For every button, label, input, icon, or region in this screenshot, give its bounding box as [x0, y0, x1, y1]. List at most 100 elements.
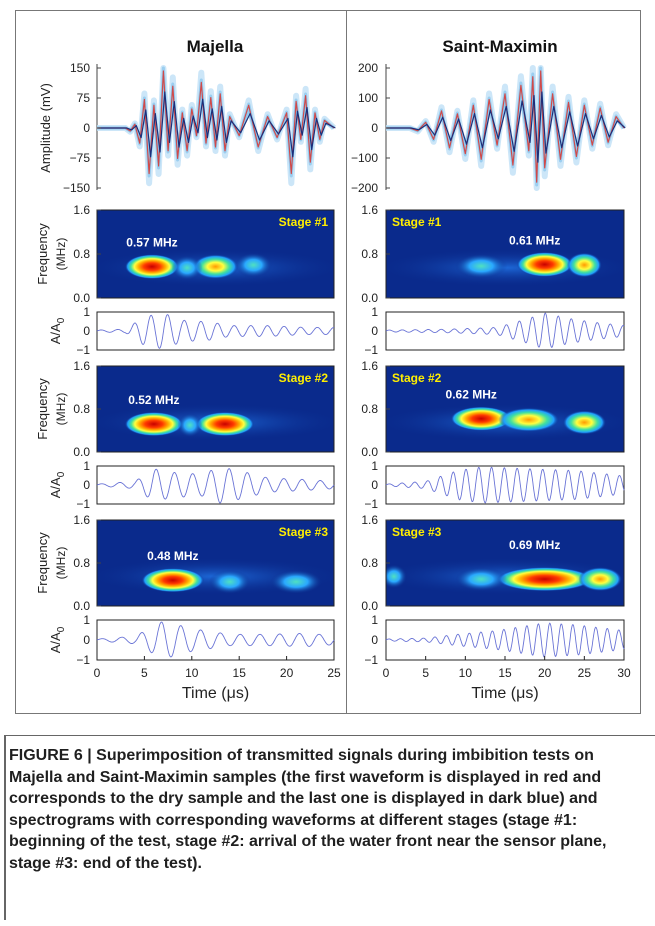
majella-stage3-ylabel-unit: (MHz) [54, 547, 68, 580]
saint-maximin-amplitude-band-line [386, 65, 627, 191]
saint-maximin-stage3-blob [386, 564, 408, 589]
saint-maximin-amplitude-last-waveform [387, 91, 626, 163]
saint-maximin-stage1-ytick: 0.0 [361, 291, 378, 305]
majella-stage3-ylabel: Frequency [35, 532, 50, 594]
saint-maximin-stage1-wave-trace [385, 312, 625, 348]
majella-stage3-wave-xtick: 25 [327, 666, 341, 680]
majella-stage2-peak-label: 0.52 MHz [128, 393, 179, 407]
majella-stage1-wave-ylabel-text: A/A0 [48, 317, 67, 344]
saint-maximin-stage2-blob [450, 406, 512, 431]
saint-maximin-stage1-ytick: 0.8 [361, 247, 378, 261]
majella-stage3-wave-ylabel-text: A/A0 [48, 626, 67, 653]
majella-stage3-stage-label: Stage #3 [279, 525, 329, 539]
majella-title: Majella [187, 37, 244, 56]
majella-stage3-wave-ytick: −1 [76, 653, 90, 667]
majella-stage3-blob [270, 569, 323, 594]
majella-stage3-wave-xtick: 5 [141, 666, 148, 680]
majella-stage3-ytick: 0.0 [73, 599, 90, 613]
saint-maximin-stage1-wave-ytick: 1 [371, 305, 378, 319]
caption-rule [4, 735, 655, 736]
majella-stage1-blob [234, 252, 273, 278]
majella-stage3-blob [141, 568, 205, 593]
saint-maximin-stage3-ytick: 1.6 [361, 513, 378, 527]
saint-maximin-stage3-wave-xtick: 15 [498, 666, 512, 680]
saint-maximin-stage3-wave-xtick: 5 [422, 666, 429, 680]
saint-maximin-stage1-heatmap [386, 210, 624, 298]
saint-maximin-amplitude-band-line [386, 66, 626, 187]
majella-stage1-blob [171, 255, 203, 281]
majella-stage3-wave-ytick: 0 [83, 633, 90, 647]
majella-stage3-wave-xtick: 10 [185, 666, 199, 680]
majella-stage1-blob [192, 254, 239, 279]
majella-stage2-ytick: 1.6 [73, 359, 90, 373]
saint-maximin-amplitude-band-line [386, 84, 626, 170]
majella-amplitude-last-waveform [98, 91, 336, 158]
saint-maximin-stage1-blob [455, 253, 508, 279]
saint-maximin-stage3-wave-xtick: 30 [617, 666, 631, 680]
saint-maximin-stage3-ytick: 0.0 [361, 599, 378, 613]
majella-stage3-ytick: 1.6 [73, 513, 90, 527]
majella-amplitude-ytick: 75 [77, 91, 91, 105]
majella-stage1-ytick: 1.6 [73, 203, 90, 217]
saint-maximin-stage3-heatmap [386, 520, 624, 606]
saint-maximin-stage2-ytick: 1.6 [361, 359, 378, 373]
majella-stage2-blob [177, 413, 203, 438]
majella-stage2-wave-trace [96, 468, 335, 504]
saint-maximin-stage3-peak-label: 0.69 MHz [509, 538, 560, 552]
majella-amplitude-ytick: 150 [70, 61, 90, 75]
saint-maximin-stage2-ytick: 0.0 [361, 445, 378, 459]
saint-maximin-stage1-blob [566, 252, 602, 278]
majella-stage3-wave-xtick: 0 [94, 666, 101, 680]
majella-stage1-wave-ytick: 0 [83, 324, 90, 338]
majella-amplitude-ylabel: Amplitude (mV) [38, 83, 53, 173]
majella-stage2-ytick: 0.0 [73, 445, 90, 459]
saint-maximin-amplitude-ytick: 200 [358, 61, 378, 75]
saint-maximin-amplitude-first-waveform [386, 70, 625, 183]
saint-maximin-stage1-peak-label: 0.61 MHz [509, 233, 560, 247]
majella-amplitude-ytick: 0 [83, 121, 90, 135]
majella-stage2-wave-ytick: −1 [76, 497, 90, 511]
saint-maximin-stage2-wave-ytick: −1 [364, 497, 378, 511]
figure-frame [15, 10, 641, 714]
majella-stage2-wave-ytick: 1 [83, 459, 90, 473]
saint-maximin-stage2-blob [562, 410, 607, 435]
saint-maximin-title: Saint-Maximin [442, 37, 557, 56]
saint-maximin-stage3-wave-xtick: 20 [538, 666, 552, 680]
majella-amplitude-ytick: −150 [63, 181, 90, 195]
saint-maximin-stage1-blob [516, 252, 573, 277]
majella-stage1-wave-ytick: 1 [83, 305, 90, 319]
saint-maximin-stage3-wave-xtick: 0 [383, 666, 390, 680]
majella-stage2-blob [124, 412, 184, 437]
majella-stage1-ylabel-unit: (MHz) [54, 238, 68, 271]
saint-maximin-amplitude-ytick: −200 [351, 181, 378, 195]
majella-amplitude-ytick: −75 [70, 151, 91, 165]
saint-maximin-stage2-wave-ytick: 1 [371, 459, 378, 473]
majella-stage2-stage-label: Stage #2 [279, 371, 329, 385]
saint-maximin-stage3-wave-xlabel: Time (μs) [471, 685, 538, 702]
majella-stage2-ylabel: Frequency [35, 378, 50, 440]
saint-maximin-stage2-blob [498, 407, 560, 432]
majella-stage1-wave-ytick: −1 [76, 343, 90, 357]
majella-stage3-heatmap [97, 520, 334, 606]
saint-maximin-stage2-peak-label: 0.62 MHz [446, 388, 497, 402]
saint-maximin-stage3-ytick: 0.8 [361, 556, 378, 570]
majella-stage3-wave-ylabel: A/A0 [48, 626, 67, 653]
majella-amplitude-first-waveform [97, 70, 335, 175]
majella-stage3-wave-xlabel: Time (μs) [182, 685, 249, 702]
figure-caption: FIGURE 6 | Superimposition of transmitte… [9, 747, 607, 872]
majella-stage1-ylabel: Frequency [35, 223, 50, 285]
saint-maximin-stage2-wave-trace [385, 466, 625, 504]
majella-stage1-stage-label: Stage #1 [279, 215, 329, 229]
majella-stage1-heatmap [97, 210, 334, 298]
saint-maximin-stage2-heatmap [386, 366, 624, 452]
saint-maximin-stage3-wave-xtick: 25 [578, 666, 592, 680]
saint-maximin-amplitude-ytick: 100 [358, 91, 378, 105]
majella-stage1-ytick: 0.8 [73, 247, 90, 261]
saint-maximin-stage1-stage-label: Stage #1 [392, 215, 442, 229]
majella-stage3-wave-xtick: 20 [280, 666, 294, 680]
saint-maximin-stage2-ytick: 0.8 [361, 402, 378, 416]
majella-stage1-wave-trace [96, 314, 335, 349]
saint-maximin-stage3-stage-label: Stage #3 [392, 525, 442, 539]
saint-maximin-stage3-wave-xtick: 10 [459, 666, 473, 680]
saint-maximin-amplitude-ytick: 0 [371, 121, 378, 135]
